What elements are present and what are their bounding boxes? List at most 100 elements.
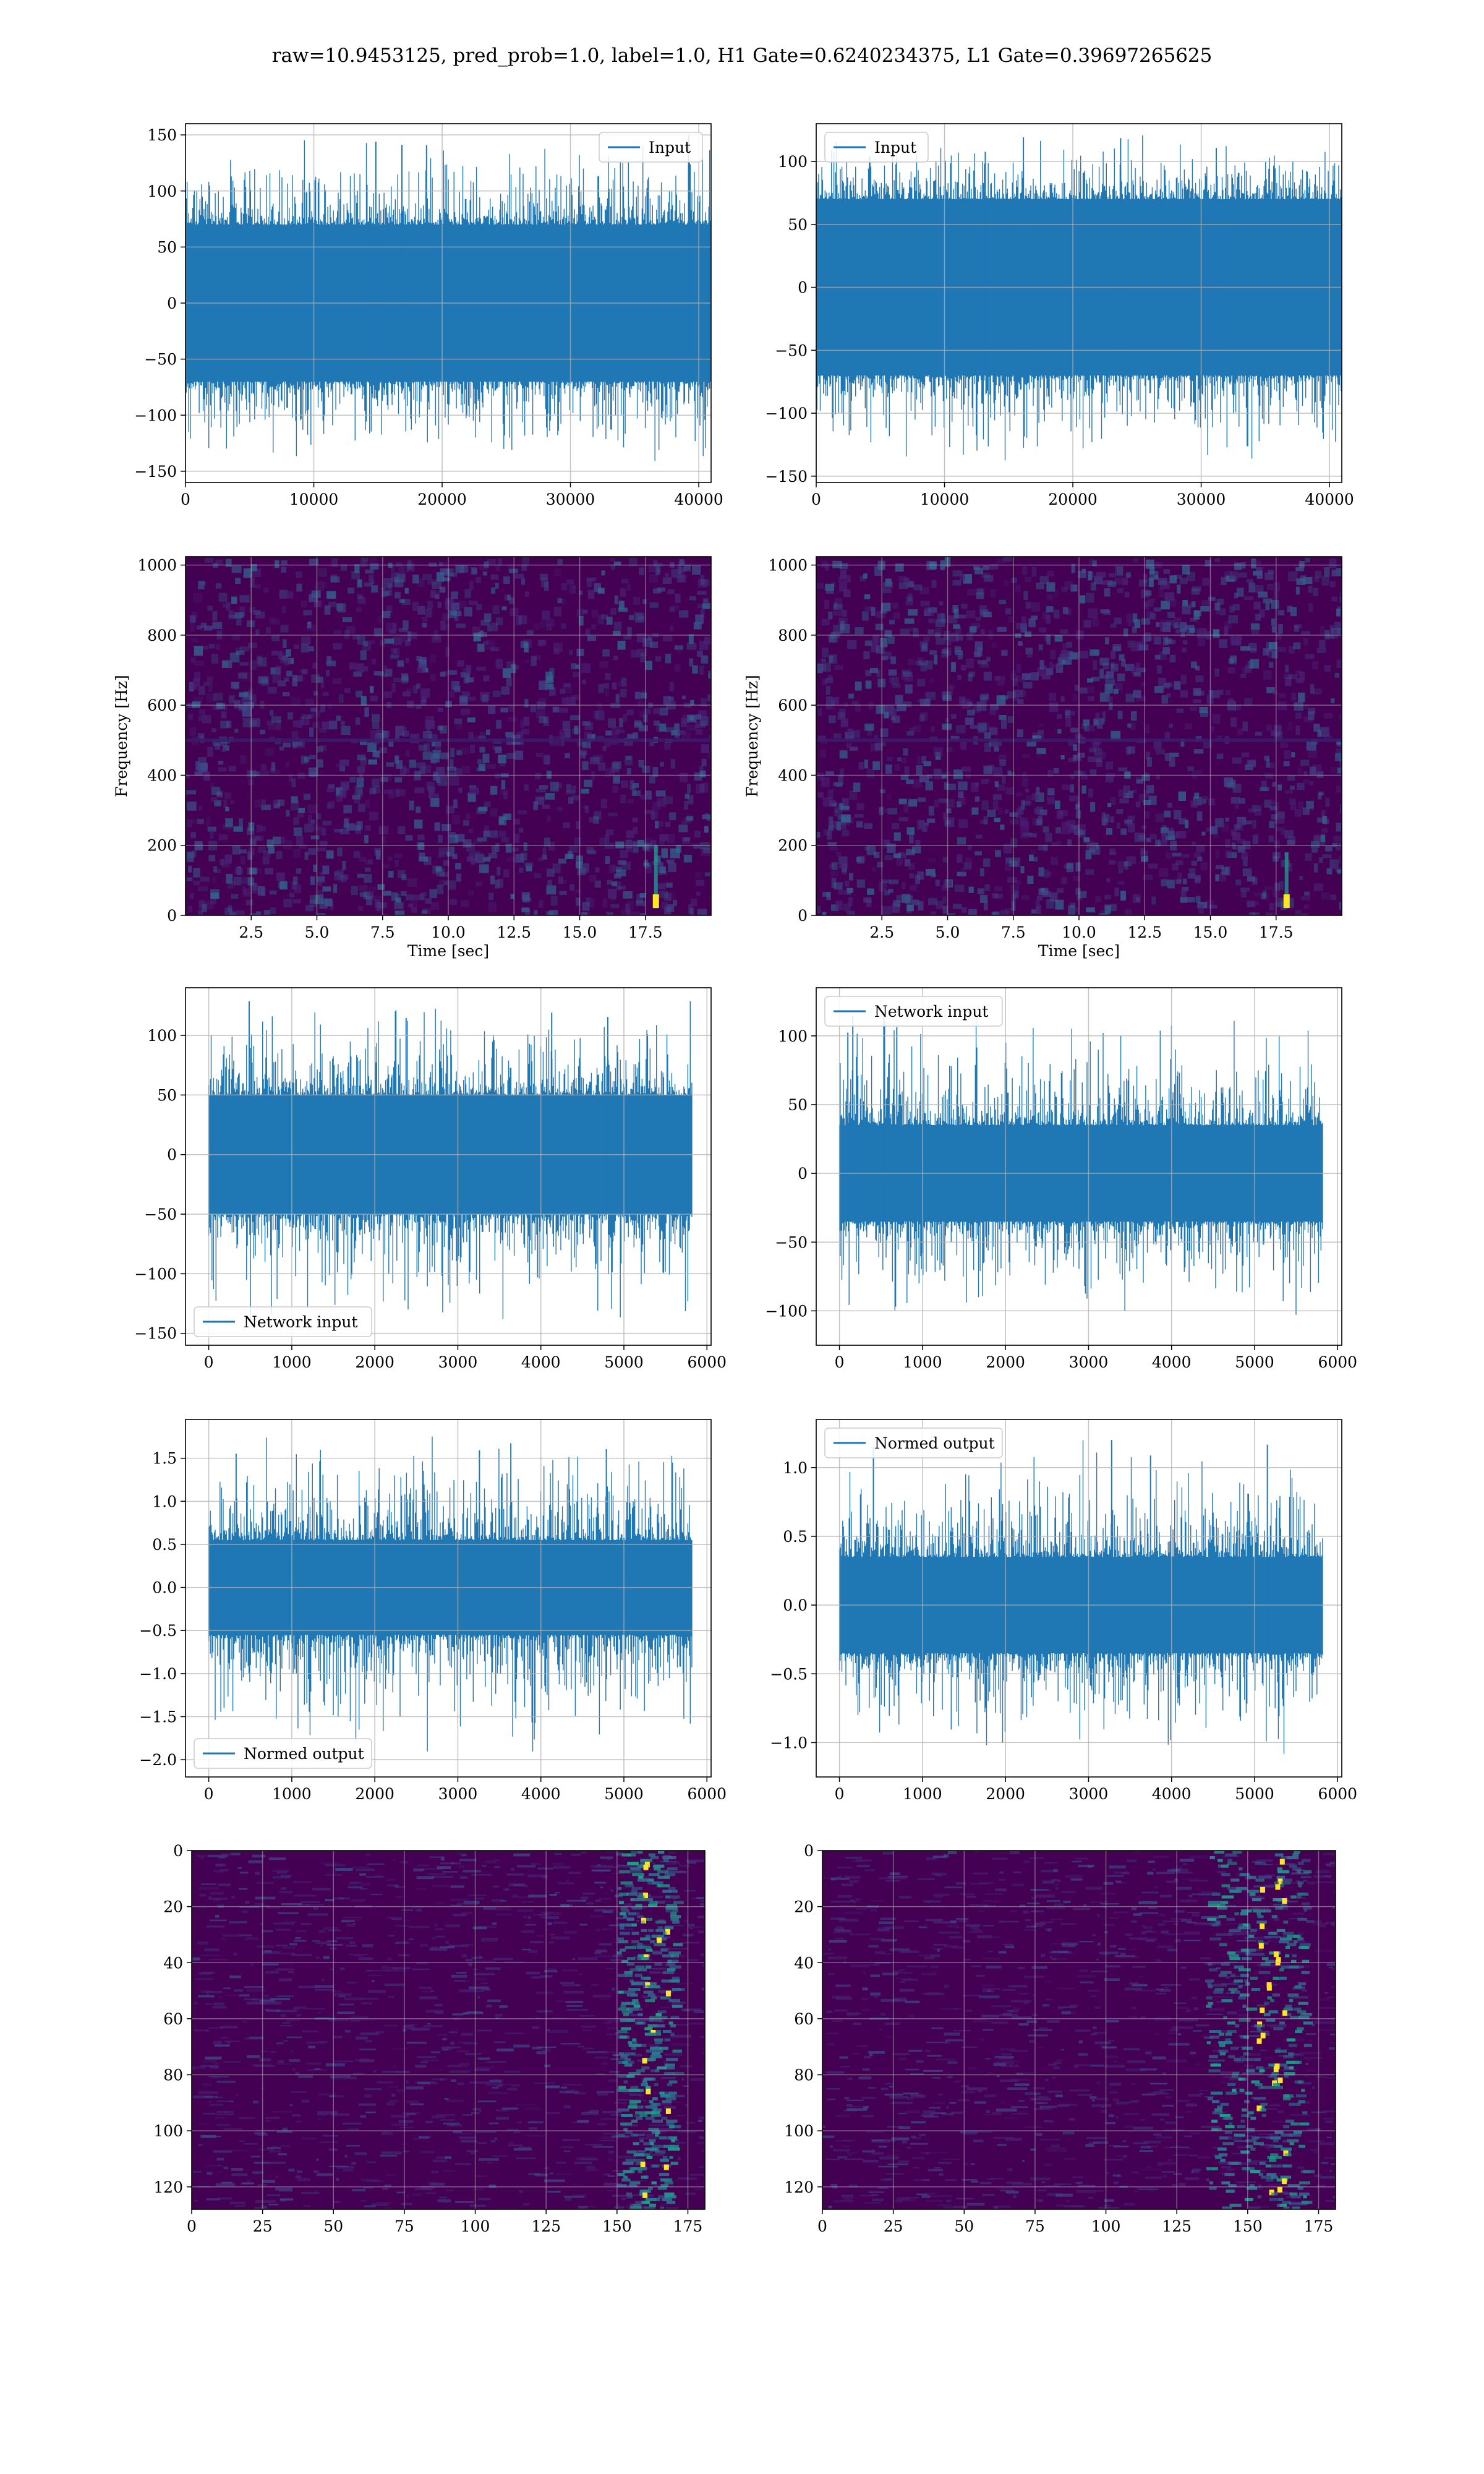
- heatmap-texture: [308, 1913, 328, 1916]
- heatmap-texture: [439, 752, 450, 760]
- heatmap-texture: [226, 1995, 239, 1997]
- heatmap-texture: [563, 1984, 581, 1987]
- heatmap-texture: [1092, 560, 1097, 567]
- heatmap-texture: [1281, 830, 1285, 836]
- legend: Network input: [824, 996, 1003, 1027]
- heatmap-texture: [1045, 833, 1052, 842]
- heatmap-texture: [671, 568, 678, 576]
- heatmap-texture: [928, 858, 936, 863]
- heatmap-texture: [358, 1957, 373, 1961]
- heatmap-texture: [498, 831, 506, 837]
- feature-cell: [669, 2125, 675, 2129]
- heatmap-texture: [257, 657, 267, 667]
- heatmap-texture: [291, 1954, 312, 1956]
- heatmap-texture: [1336, 785, 1342, 793]
- heatmap-texture: [1274, 817, 1285, 824]
- heatmap-texture: [382, 610, 391, 618]
- heatmap-texture: [406, 2194, 410, 2198]
- heatmap-texture: [917, 678, 926, 687]
- heatmap-texture: [249, 771, 260, 777]
- heatmap-texture: [897, 1978, 913, 1980]
- heatmap-texture: [475, 850, 480, 855]
- heatmap-texture: [1179, 622, 1187, 632]
- heatmap-texture: [846, 743, 852, 749]
- heatmap-texture: [1043, 665, 1047, 669]
- feature-cell: [651, 2052, 661, 2056]
- heatmap-texture: [1241, 852, 1248, 860]
- heatmap-texture: [829, 656, 834, 663]
- heatmap-texture: [486, 764, 496, 769]
- heatmap-texture: [1017, 729, 1023, 738]
- heatmap-texture: [1018, 806, 1025, 815]
- heatmap-texture: [382, 2188, 388, 2190]
- heatmap-texture: [386, 762, 394, 767]
- heatmap-texture: [941, 774, 947, 779]
- heatmap-texture: [595, 1955, 615, 1958]
- heatmap-texture: [396, 1896, 403, 1898]
- feature-cell: [623, 2080, 628, 2084]
- heatmap-texture: [360, 2200, 367, 2202]
- heatmap-texture: [243, 888, 250, 897]
- heatmap-texture: [597, 588, 605, 594]
- heatmap-texture: [817, 905, 821, 914]
- signal-line: [208, 1436, 693, 1752]
- heatmap-texture: [373, 895, 382, 902]
- heatmap-texture: [994, 746, 999, 752]
- heatmap-texture: [439, 851, 445, 857]
- heatmap-texture: [958, 819, 968, 829]
- heatmap-texture: [408, 903, 413, 908]
- heatmap-texture: [1225, 839, 1230, 848]
- heatmap-texture: [697, 909, 707, 915]
- heatmap-texture: [1049, 661, 1053, 671]
- feature-cell: [625, 2131, 633, 2134]
- heatmap-texture: [1088, 559, 1095, 564]
- heatmap-texture: [974, 851, 983, 856]
- heatmap-texture: [440, 1857, 445, 1861]
- feature-cell: [626, 2001, 636, 2005]
- heatmap-texture: [966, 610, 976, 618]
- heatmap-texture: [1263, 890, 1267, 898]
- heatmap-texture: [1213, 629, 1220, 638]
- heatmap-texture: [1200, 711, 1209, 717]
- heatmap-texture: [574, 2161, 592, 2164]
- heatmap-texture: [1154, 654, 1161, 660]
- heatmap-texture: [506, 678, 512, 687]
- heatmap-texture: [1193, 852, 1201, 858]
- heatmap-texture: [1143, 637, 1151, 641]
- heatmap-texture: [213, 2040, 222, 2044]
- heatmap-texture: [229, 1921, 248, 1924]
- heatmap-texture: [443, 860, 450, 866]
- heatmap-texture: [1229, 571, 1239, 580]
- feature-cell: [638, 1968, 647, 1972]
- heatmap-texture: [676, 1954, 686, 1958]
- y-tick-label: 100: [153, 2122, 183, 2140]
- heatmap-texture: [215, 583, 222, 589]
- heatmap-texture: [1248, 643, 1257, 651]
- feature-cell: [670, 2144, 680, 2148]
- heatmap-texture: [289, 1943, 297, 1946]
- heatmap-texture: [357, 596, 366, 604]
- heatmap-texture: [476, 604, 482, 610]
- heatmap-texture: [406, 2113, 416, 2115]
- heatmap-texture: [1000, 695, 1009, 700]
- heatmap-texture: [550, 781, 559, 792]
- heatmap-texture: [1322, 854, 1332, 858]
- heatmap-texture: [994, 781, 999, 787]
- heatmap-texture: [360, 2002, 372, 2005]
- heatmap-texture: [1316, 771, 1324, 778]
- heatmap-texture: [664, 1901, 671, 1903]
- heatmap-texture: [634, 720, 642, 726]
- heatmap-texture: [1107, 581, 1116, 587]
- heatmap-texture: [239, 849, 247, 854]
- heatmap-texture: [307, 1904, 324, 1906]
- heatmap-texture: [356, 690, 363, 698]
- heatmap-texture: [301, 755, 308, 764]
- heatmap-texture: [416, 1888, 427, 1890]
- heatmap-texture: [483, 857, 490, 862]
- heatmap-texture: [268, 616, 276, 623]
- heatmap-texture: [1180, 628, 1185, 638]
- heatmap-texture: [1110, 623, 1117, 628]
- heatmap-texture: [953, 624, 960, 629]
- heatmap-texture: [992, 794, 1002, 800]
- heatmap-texture: [526, 863, 532, 871]
